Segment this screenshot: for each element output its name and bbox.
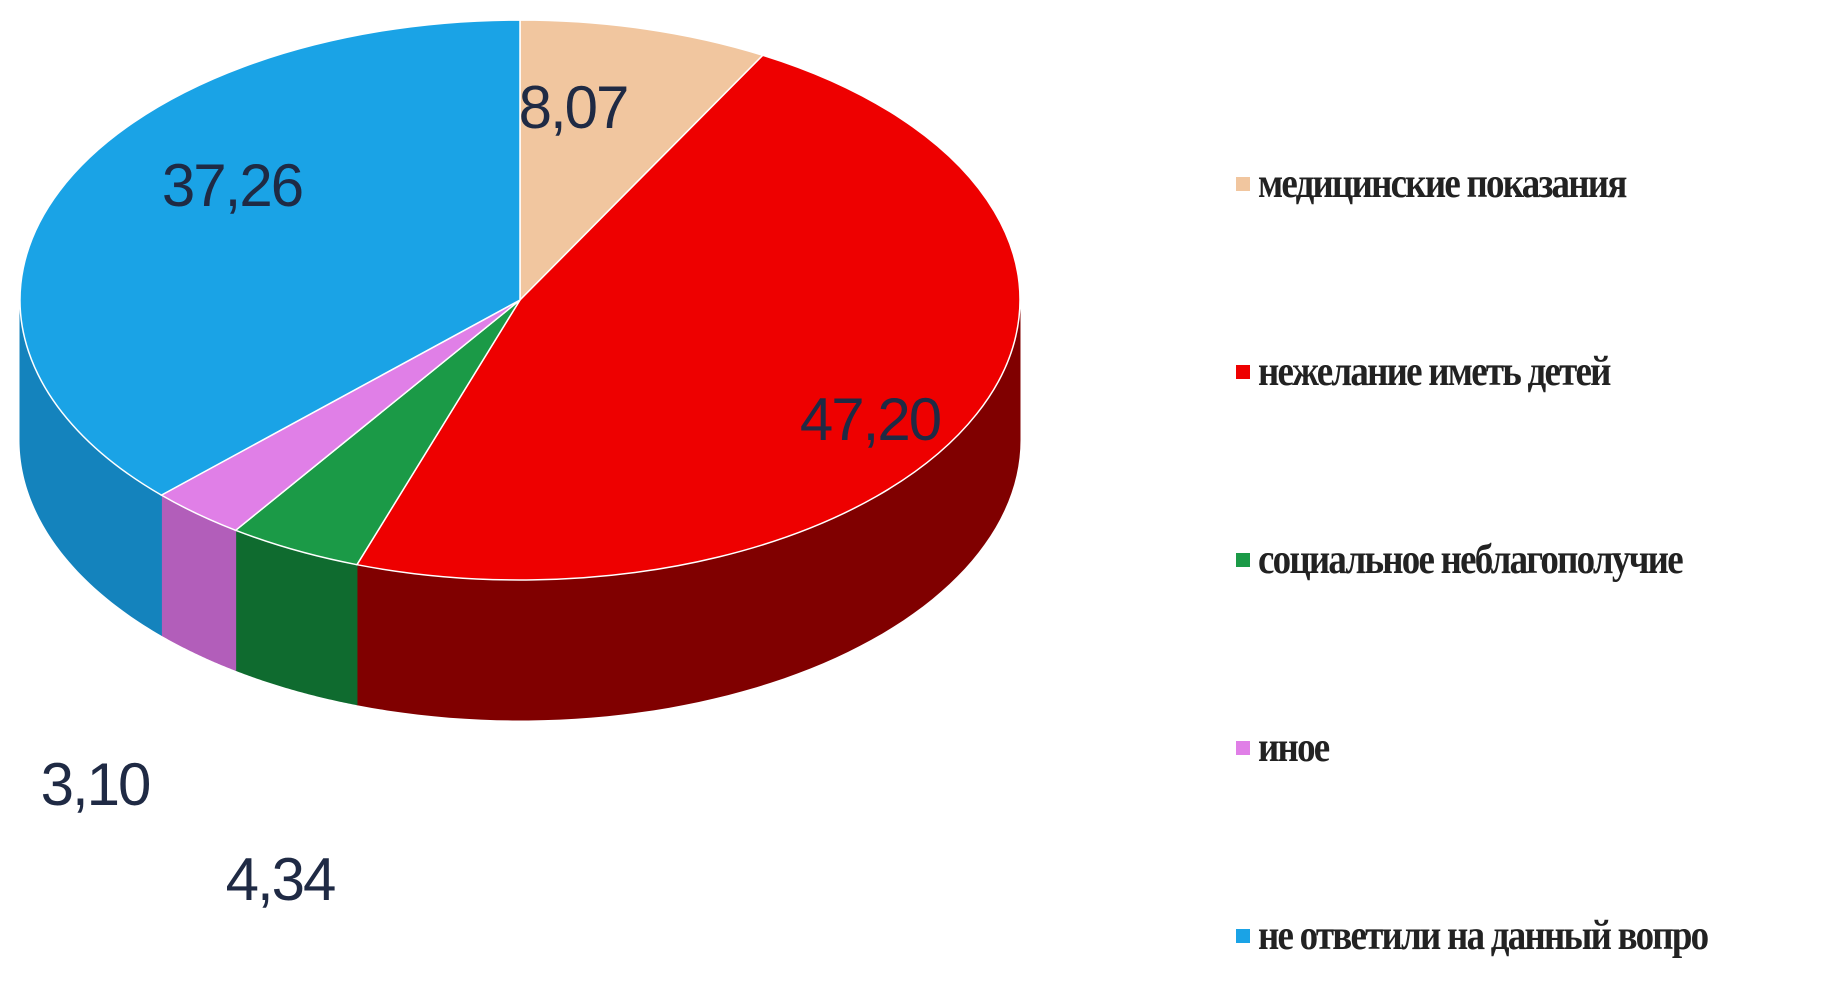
legend-item-social: социальное неблагополучие	[1236, 536, 1740, 584]
legend-label: не ответили на данный вопро	[1258, 913, 1709, 959]
legend-item-other: иное	[1236, 724, 1338, 772]
pie-sides	[19, 299, 1021, 721]
legend-label: иное	[1258, 725, 1330, 771]
pie-slice-medical	[519, 19, 765, 302]
data-label-unwilling: 47,20	[800, 386, 941, 453]
legend-swatch	[1236, 741, 1250, 755]
data-label-social: 4,34	[226, 846, 335, 913]
legend-item-unwilling: нежелание иметь детей	[1236, 348, 1658, 396]
legend-item-no-answer: не ответили на данный вопро	[1236, 912, 1769, 960]
legend-label: медицинские показания	[1258, 161, 1627, 207]
legend-swatch	[1236, 929, 1250, 943]
legend-swatch	[1236, 553, 1250, 567]
pie-slice-unwilling	[355, 54, 1021, 581]
legend-label: социальное неблагополучие	[1258, 537, 1684, 583]
data-label-medical: 8,07	[519, 74, 628, 141]
legend-swatch	[1236, 365, 1250, 379]
data-label-other: 3,10	[41, 751, 150, 818]
pie-slices	[19, 19, 1021, 581]
legend-swatch	[1236, 177, 1250, 191]
data-label-no-answer: 37,26	[162, 152, 302, 219]
pie-slice-no-answer	[19, 19, 521, 496]
legend-item-medical: медицинские показания	[1236, 160, 1676, 208]
data-labels: 8,07 47,20 4,34 3,10 37,26	[41, 74, 943, 913]
legend-label: нежелание иметь детей	[1258, 349, 1611, 395]
